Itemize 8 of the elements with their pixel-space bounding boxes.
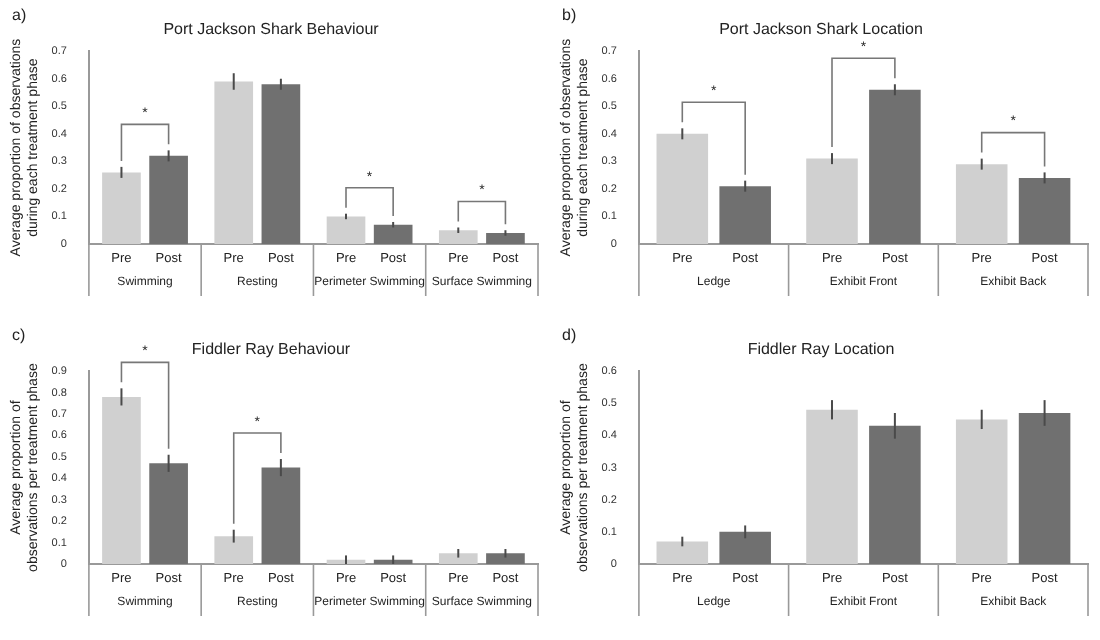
text: a) bbox=[12, 6, 27, 25]
chart-title: Port Jackson Shark Behaviour bbox=[163, 20, 380, 39]
chart-title: Fiddler Ray Location bbox=[747, 340, 895, 359]
chart-title: Port Jackson Shark Location bbox=[719, 20, 923, 39]
chart-title: Fiddler Ray Behaviour bbox=[191, 340, 351, 359]
text: d) bbox=[562, 326, 577, 345]
text: c) bbox=[12, 326, 26, 345]
text: b) bbox=[562, 6, 577, 25]
